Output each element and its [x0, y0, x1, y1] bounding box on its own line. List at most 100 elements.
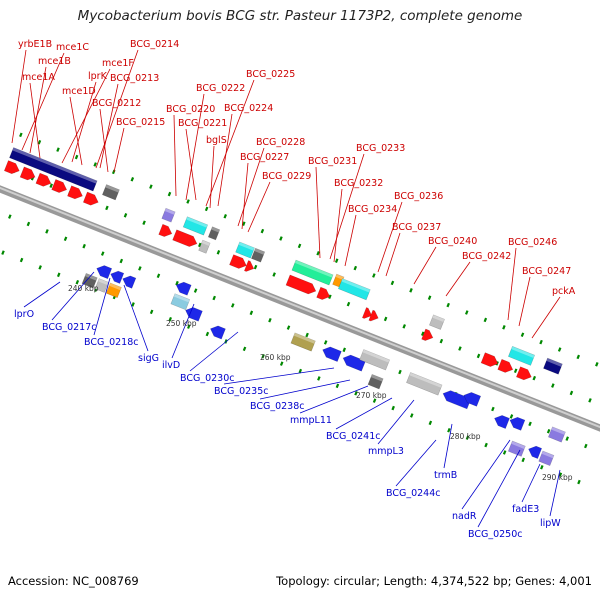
leader-line: [299, 385, 369, 414]
tick-mark: [491, 406, 495, 412]
gene-feature: [508, 345, 536, 366]
fwd-gene-label: BCG_0232: [334, 178, 383, 189]
tick-mark: [261, 353, 265, 359]
tick-mark: [354, 390, 358, 396]
tick-mark: [138, 266, 142, 271]
tick-mark: [595, 362, 599, 367]
tick-mark: [316, 251, 320, 256]
leader-line: [51, 271, 95, 321]
fwd-gene-label: BCG_0229: [262, 171, 311, 182]
scale-label: 250 kbp: [166, 319, 197, 328]
tick-mark: [383, 316, 388, 322]
gene-feature: [158, 223, 173, 237]
tick-mark: [8, 214, 12, 219]
fwd-gene-label: mce1D: [62, 86, 96, 97]
tick-mark: [521, 457, 525, 463]
fwd-gene-label: BCG_0233: [356, 143, 405, 154]
gene-feature: [94, 278, 109, 293]
leader-line: [113, 127, 125, 173]
tick-mark: [131, 302, 135, 307]
gene-feature: [207, 226, 221, 241]
tick-mark: [409, 288, 413, 293]
tick-mark: [19, 257, 24, 263]
rev-gene-label: nadR: [452, 511, 477, 522]
tick-mark: [242, 221, 246, 226]
fwd-gene-label: BCG_0242: [462, 251, 511, 262]
tick-mark: [260, 228, 265, 234]
tick-mark: [346, 301, 351, 307]
fwd-gene-label: mce1C: [56, 42, 89, 53]
scale-labels: 240 kbp 250 kbp 260 kbp 270 kbp 280 kbp 290 k…: [68, 284, 573, 482]
scale-label: 280 kbp: [450, 432, 481, 441]
leader-line: [95, 49, 139, 169]
tick-mark: [297, 243, 302, 249]
tick-mark: [447, 427, 451, 433]
tick-mark: [402, 324, 406, 329]
gene-feature: [82, 191, 99, 206]
rev-gene-label: BCG_0230c: [180, 373, 235, 384]
tick-mark: [465, 435, 470, 440]
tick-mark: [502, 450, 507, 455]
tick-mark: [198, 242, 202, 248]
tick-mark: [100, 251, 105, 256]
fwd-gene-label: BCG_0246: [508, 237, 557, 248]
tick-mark: [45, 229, 49, 234]
tick-mark: [323, 340, 328, 345]
tick-mark: [1, 250, 5, 255]
tick-mark: [186, 199, 190, 204]
tick-mark: [242, 346, 247, 352]
gene-feature: [548, 426, 566, 443]
tick-mark: [49, 183, 53, 188]
tick-mark: [465, 310, 469, 315]
gene-feature: [182, 216, 209, 236]
leader-line: [71, 81, 97, 163]
tick-mark: [576, 354, 581, 360]
leader-line: [217, 113, 233, 207]
tick-mark: [75, 279, 80, 285]
fwd-gene-label: BCG_0227: [240, 152, 289, 163]
tick-mark: [37, 139, 42, 145]
tick-mark: [372, 273, 376, 278]
tick-mark: [123, 213, 128, 218]
leader-line: [259, 379, 351, 400]
scale-label: 290 kbp: [542, 473, 573, 482]
leader-line: [477, 449, 521, 528]
tick-mark: [335, 383, 340, 389]
tick-mark: [458, 346, 462, 351]
rev-gene-label: mmpL11: [290, 415, 332, 426]
leader-line: [329, 153, 365, 260]
gene-feature: [361, 307, 373, 319]
gene-feature: [81, 273, 98, 289]
tick-mark: [74, 154, 79, 160]
tick-mark: [577, 479, 581, 485]
fwd-gene-label: mce1F: [102, 58, 134, 69]
fwd-gene-label: bglS: [206, 135, 227, 146]
gene-feature: [538, 450, 555, 466]
label-leader-lines: [11, 49, 561, 528]
genome-backbone: [0, 185, 600, 432]
tick-mark: [279, 236, 283, 241]
gene-feature: [9, 147, 98, 192]
tick-mark: [38, 265, 42, 270]
gene-features: [3, 147, 566, 466]
tick-mark: [205, 331, 210, 337]
fwd-gene-label: BCG_0213: [110, 73, 159, 84]
fwd-gene-label: BCG_0225: [246, 69, 295, 80]
leader-line: [23, 281, 61, 308]
tick-mark: [509, 414, 514, 419]
gene-feature: [507, 440, 526, 457]
gene-feature: [497, 358, 514, 373]
gene-feature: [185, 307, 203, 322]
leader-line: [241, 162, 249, 230]
tick-mark: [427, 295, 432, 300]
leader-line: [29, 82, 41, 159]
leader-line: [531, 296, 561, 339]
rev-gene-label: BCG_0250c: [468, 529, 523, 540]
tick-mark: [63, 236, 68, 242]
leader-line: [205, 79, 255, 207]
leader-line: [443, 423, 453, 469]
tick-mark: [119, 258, 124, 264]
tick-mark: [428, 420, 433, 426]
rev-gene-label: fadE3: [512, 504, 539, 515]
